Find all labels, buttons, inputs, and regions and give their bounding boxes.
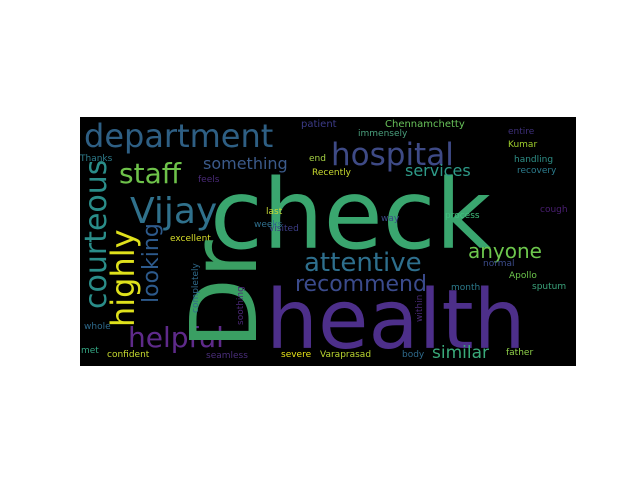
word-met: met	[81, 346, 99, 356]
word-something: something	[203, 154, 288, 173]
word-completely: completely	[191, 263, 201, 313]
word-seamless: seamless	[206, 351, 248, 361]
word-health: health	[266, 273, 526, 366]
word-services: services	[405, 161, 471, 180]
word-end: end	[309, 154, 326, 164]
word-similar: similar	[432, 343, 489, 363]
word-apollo: Apollo	[509, 271, 537, 281]
word-department: department	[84, 117, 274, 155]
word-varaprasad: Varaprasad	[320, 350, 372, 360]
word-visited: visited	[269, 224, 299, 234]
word-way: way	[381, 214, 400, 224]
word-check: check	[210, 159, 492, 271]
word-process: process	[445, 211, 480, 221]
word-father: father	[506, 348, 534, 358]
word-sputum: sputum	[532, 282, 567, 292]
word-chennamchetty: Chennamchetty	[385, 119, 465, 130]
word-recently: Recently	[312, 168, 351, 178]
word-whole: whole	[84, 322, 111, 332]
word-kumar: Kumar	[508, 140, 538, 150]
word-last: last	[266, 207, 283, 217]
word-weeks: weeks	[254, 220, 283, 230]
word-patient: patient	[301, 119, 337, 130]
word-highly: highly	[104, 229, 142, 327]
word-month: month	[451, 283, 481, 293]
word-immensely: immensely	[358, 129, 408, 139]
word-normal: normal	[483, 259, 515, 269]
word-cough: cough	[540, 205, 568, 215]
word-soothing: soothing	[236, 286, 246, 325]
word-handling: handling	[514, 155, 554, 165]
word-looking: looking	[139, 223, 164, 303]
word-feels: feels	[198, 175, 220, 185]
word-thanks: Thanks	[80, 154, 113, 164]
word-cloud: check health department hospital staff V…	[80, 117, 576, 366]
word-staff: staff	[119, 157, 182, 190]
word-recommend: recommend	[295, 272, 427, 297]
word-body: body	[402, 350, 425, 360]
word-anyone: anyone	[468, 239, 542, 263]
word-confident: confident	[107, 350, 150, 360]
word-entire: entire	[508, 127, 535, 137]
word-severe: severe	[281, 350, 312, 360]
word-attentive: attentive	[304, 248, 422, 278]
word-vijay: Vijay	[130, 191, 218, 232]
word-within: within	[415, 294, 425, 322]
word-helpful: helpful	[128, 321, 224, 354]
word-excellent: excellent	[170, 234, 211, 244]
word-recovery: recovery	[517, 166, 557, 176]
word-hospital: hospital	[331, 137, 454, 173]
